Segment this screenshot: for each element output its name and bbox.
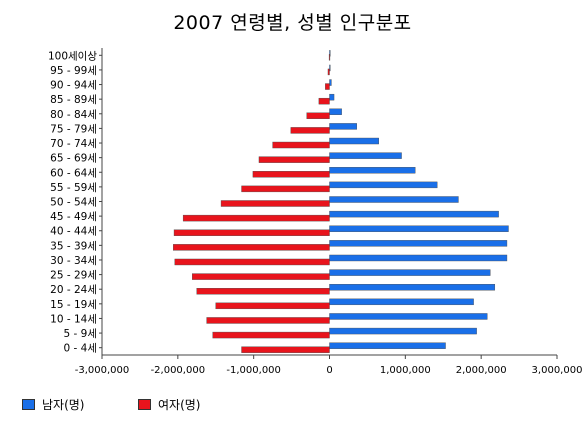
x-tick-labels: -3,000,000 -2,000,000 -1,000,000 0 1,000,000… [75,365,583,376]
axes [99,48,558,359]
y-tick-label: 10 - 14세 [50,313,97,325]
legend-label-male: 남자(명) [42,397,85,412]
y-tick-label: 75 - 79세 [50,123,97,135]
bar-female [272,141,330,149]
y-tick-label: 5 - 9세 [64,328,98,340]
bar-female [196,288,330,295]
bar-male [329,137,379,145]
bar-male [329,93,335,101]
legend-item-male: 남자(명) [22,396,84,412]
bar-male [329,298,474,306]
y-tick-label: 60 - 64세 [50,167,97,179]
bar-male [329,123,357,130]
bar-male [329,167,416,174]
bar-female [327,68,330,76]
x-tick-label: 3,000,000 [532,365,583,376]
x-tick-label: 1,000,000 [380,365,431,376]
y-tick-label: 95 - 99세 [50,65,97,77]
legend-swatch-male [22,398,35,410]
bar-female [318,97,330,105]
y-tick-label: 85 - 89세 [50,94,97,106]
bar-male [329,240,508,247]
x-tick-label: -1,000,000 [226,365,281,376]
bar-male [329,313,488,320]
bar-female [252,171,330,178]
y-tick-label: 50 - 54세 [50,197,97,209]
x-tick-label: 0 [326,365,332,376]
bar-female [241,185,330,193]
bar-female [212,331,330,339]
y-tick-label: 45 - 49세 [50,211,97,223]
bar-female [325,83,330,90]
bar-male [329,108,342,115]
y-tick-label: 35 - 39세 [50,240,97,252]
bar-female [306,112,330,119]
bar-male [329,79,332,86]
y-tick-label: 30 - 34세 [50,255,97,267]
bar-female [290,127,330,134]
bar-male [329,254,508,262]
bar-female [241,346,330,353]
chart-title: 2007 연령별, 성별 인구분포 [173,12,412,34]
bar-male [329,210,499,218]
y-tick-label: 20 - 24세 [50,284,97,296]
bar-female [328,54,331,61]
x-tick-label: -2,000,000 [151,365,206,376]
bar-male [329,342,446,349]
y-tick-label: 40 - 44세 [50,226,97,238]
bar-female [173,229,330,236]
y-tick-label: 100세이상 [48,50,97,62]
bar-group [173,50,509,353]
bar-male [329,269,491,276]
legend-item-female: 여자(명) [138,396,200,412]
bar-female [220,200,330,207]
bar-female [215,302,330,310]
y-tick-label: 15 - 19세 [50,299,97,311]
bar-male [329,152,402,159]
bar-female [173,244,330,251]
bar-female [258,156,330,163]
y-tick-labels: 100세이상 95 - 99세 90 - 94세 85 - 89세 80 - 84세 75… [48,50,97,354]
bar-male [329,196,459,203]
x-tick-label: -3,000,000 [75,365,130,376]
bar-male [329,181,438,189]
y-tick-label: 70 - 74세 [50,138,97,150]
y-tick-label: 0 - 4세 [64,343,98,355]
x-tick-label: 2,000,000 [456,365,507,376]
y-tick-label: 65 - 69세 [50,153,97,165]
legend-swatch-female [138,398,151,410]
legend-label-female: 여자(명) [158,397,201,412]
bar-female [174,258,330,266]
bar-female [206,317,330,324]
bar-male [329,225,509,232]
bar-female [182,214,330,222]
bar-female [192,273,330,280]
y-tick-label: 90 - 94세 [50,80,97,92]
bar-male [329,327,477,335]
y-tick-label: 55 - 59세 [50,182,97,194]
bar-male [329,64,331,72]
bar-male [329,284,496,291]
y-tick-label: 80 - 84세 [50,109,97,121]
y-tick-label: 25 - 29세 [50,270,97,282]
